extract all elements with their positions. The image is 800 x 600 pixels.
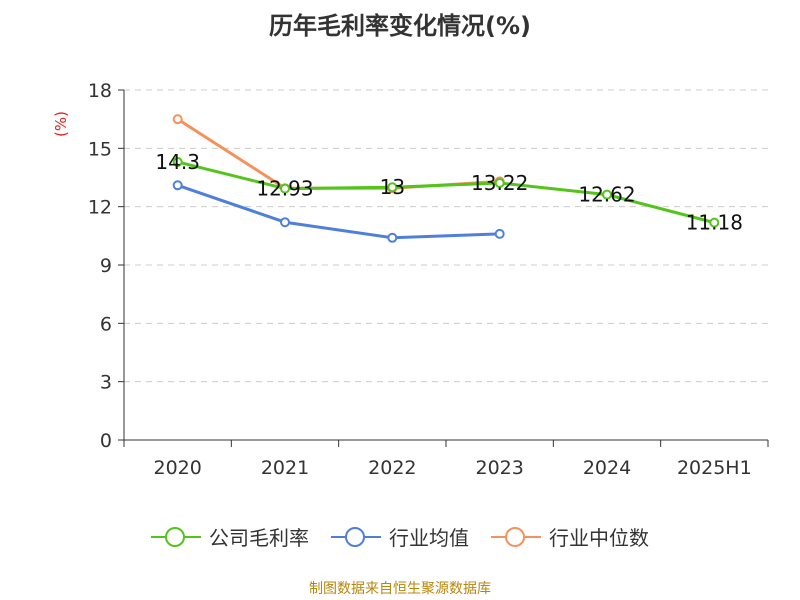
data-point-0 bbox=[494, 177, 505, 188]
legend-line-marker-icon bbox=[491, 525, 541, 549]
y-tick-label: 3 bbox=[100, 372, 112, 394]
series-line-2 bbox=[176, 117, 500, 190]
source-text: 制图数据来自恒生聚源数据库 bbox=[309, 581, 491, 597]
legend: 公司毛利率 行业均值 行业中位数 bbox=[0, 522, 800, 551]
series-line-1 bbox=[177, 183, 500, 240]
data-point-2 bbox=[172, 114, 183, 125]
legend-label: 公司毛利率 bbox=[209, 526, 309, 550]
chart-title: 历年毛利率变化情况(%) bbox=[269, 12, 531, 40]
legend-label: 行业均值 bbox=[389, 526, 469, 550]
axes: 0 3 6 9 12 15 18 (%) 2020 2021 2022 2023 2024 2025H1 bbox=[52, 80, 769, 479]
y-tick-label: 0 bbox=[100, 430, 112, 452]
data-point-0 bbox=[280, 183, 290, 194]
x-tick-label: 2024 bbox=[583, 457, 631, 479]
data-point-0 bbox=[709, 217, 720, 228]
x-tick-label: 2022 bbox=[368, 457, 416, 479]
legend-item[interactable]: 行业中位数 bbox=[491, 522, 649, 551]
data-label: 13 bbox=[380, 175, 405, 199]
series bbox=[172, 114, 720, 243]
y-tick-label: 12 bbox=[88, 197, 112, 219]
legend-item[interactable]: 行业均值 bbox=[331, 522, 469, 551]
grid-lines bbox=[124, 89, 768, 383]
y-unit-label: (%) bbox=[52, 111, 70, 137]
x-tick-label: 2025H1 bbox=[677, 457, 752, 479]
x-tick-label: 2020 bbox=[153, 457, 201, 479]
data-label: 14.3 bbox=[155, 150, 200, 174]
series-line-0 bbox=[177, 160, 715, 225]
data-labels: 14.3 12.93 13 13.22 12.62 11.18 bbox=[155, 150, 743, 235]
data-label: 12.93 bbox=[256, 177, 313, 201]
y-tick-label: 15 bbox=[88, 138, 112, 160]
y-tick-label: 9 bbox=[100, 255, 112, 277]
data-label: 12.62 bbox=[578, 183, 635, 207]
y-tick-label: 18 bbox=[88, 80, 112, 102]
x-tick-label: 2023 bbox=[475, 457, 523, 479]
x-tick-label: 2021 bbox=[261, 457, 309, 479]
data-point-0 bbox=[172, 156, 183, 167]
data-point-1 bbox=[387, 232, 398, 243]
legend-label: 行业中位数 bbox=[549, 526, 649, 550]
data-point-0 bbox=[387, 182, 398, 193]
legend-line-marker-icon bbox=[151, 525, 201, 549]
data-label: 11.18 bbox=[686, 211, 743, 235]
data-point-1 bbox=[494, 228, 505, 239]
data-label: 13.22 bbox=[471, 171, 528, 195]
data-point-0 bbox=[602, 189, 612, 200]
legend-line-marker-icon bbox=[331, 525, 381, 549]
legend-item[interactable]: 公司毛利率 bbox=[151, 522, 309, 551]
data-point-1 bbox=[172, 180, 183, 191]
y-tick-label: 6 bbox=[100, 313, 112, 335]
data-point-1 bbox=[280, 217, 290, 228]
